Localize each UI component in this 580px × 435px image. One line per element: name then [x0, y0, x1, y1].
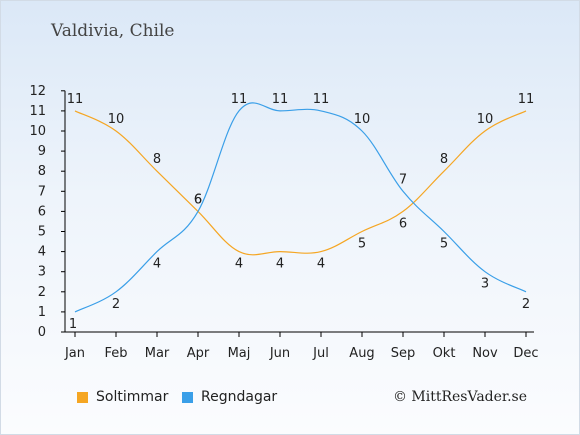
data-label-rain: 5 [440, 237, 448, 252]
y-tick-label: 0 [38, 325, 46, 340]
x-tick-label: Okt [433, 346, 456, 361]
x-tick-label: Feb [104, 346, 127, 361]
legend-label-rain: Regndagar [201, 389, 278, 405]
data-label-sun: 10 [477, 112, 494, 127]
y-tick-label: 1 [38, 305, 46, 320]
data-label-rain: 3 [481, 277, 489, 292]
x-tick-label: Jul [312, 346, 329, 361]
data-label-sun: 11 [518, 92, 535, 107]
data-label-sun: 4 [235, 257, 243, 272]
x-tick-label: Sep [391, 346, 416, 361]
y-tick-label: 8 [38, 164, 46, 179]
data-label-rain: 2 [522, 297, 530, 312]
data-label-rain: 11 [313, 92, 330, 107]
data-label-sun: 10 [108, 112, 125, 127]
data-label-rain: 6 [194, 192, 202, 207]
data-label-sun: 6 [399, 216, 407, 231]
data-label-rain: 1 [69, 317, 77, 332]
data-label-sun: 8 [440, 152, 448, 167]
y-tick-label: 9 [38, 144, 46, 159]
x-tick-label: Mar [145, 346, 170, 361]
legend-label-sun: Soltimmar [96, 389, 169, 405]
x-tick-label: Apr [187, 346, 210, 361]
y-tick-label: 2 [38, 285, 46, 300]
data-label-sun: 4 [276, 257, 284, 272]
data-label-sun: 6 [194, 192, 202, 207]
y-tick-label: 12 [29, 84, 46, 99]
data-label-rain: 7 [399, 172, 407, 187]
x-tick-label: Nov [472, 346, 498, 361]
y-tick-label: 4 [38, 245, 46, 260]
data-label-rain: 4 [153, 257, 161, 272]
data-label-sun: 4 [317, 257, 325, 272]
data-label-sun: 8 [153, 152, 161, 167]
x-tick-label: Dec [513, 346, 538, 361]
y-tick-label: 7 [38, 184, 46, 199]
x-tick-label: Aug [349, 346, 374, 361]
y-tick-label: 11 [29, 104, 46, 119]
legend-swatch-rain [182, 391, 193, 403]
series-line-sun [74, 110, 527, 256]
legend-item-rain: Regndagar [182, 389, 277, 405]
chart-title: Valdivia, Chile [51, 21, 175, 41]
data-label-rain: 11 [272, 92, 289, 107]
y-tick-label: 6 [38, 204, 46, 219]
credit-text: © MittResVader.se [392, 389, 527, 405]
data-label-rain: 10 [354, 112, 371, 127]
data-label-sun: 5 [358, 237, 366, 252]
y-tick-label: 10 [29, 124, 46, 139]
series-line-rain [74, 102, 527, 313]
x-tick-label: Jun [269, 346, 290, 361]
data-label-rain: 2 [112, 297, 120, 312]
y-tick-label: 5 [38, 225, 46, 240]
data-label-sun: 11 [67, 92, 84, 107]
legend-item-sun: Soltimmar [77, 389, 168, 405]
y-tick-label: 3 [38, 265, 46, 280]
legend-swatch-sun [77, 391, 88, 403]
x-tick-label: Jan [64, 346, 85, 361]
x-tick-label: Maj [228, 346, 251, 361]
data-label-rain: 11 [231, 92, 248, 107]
